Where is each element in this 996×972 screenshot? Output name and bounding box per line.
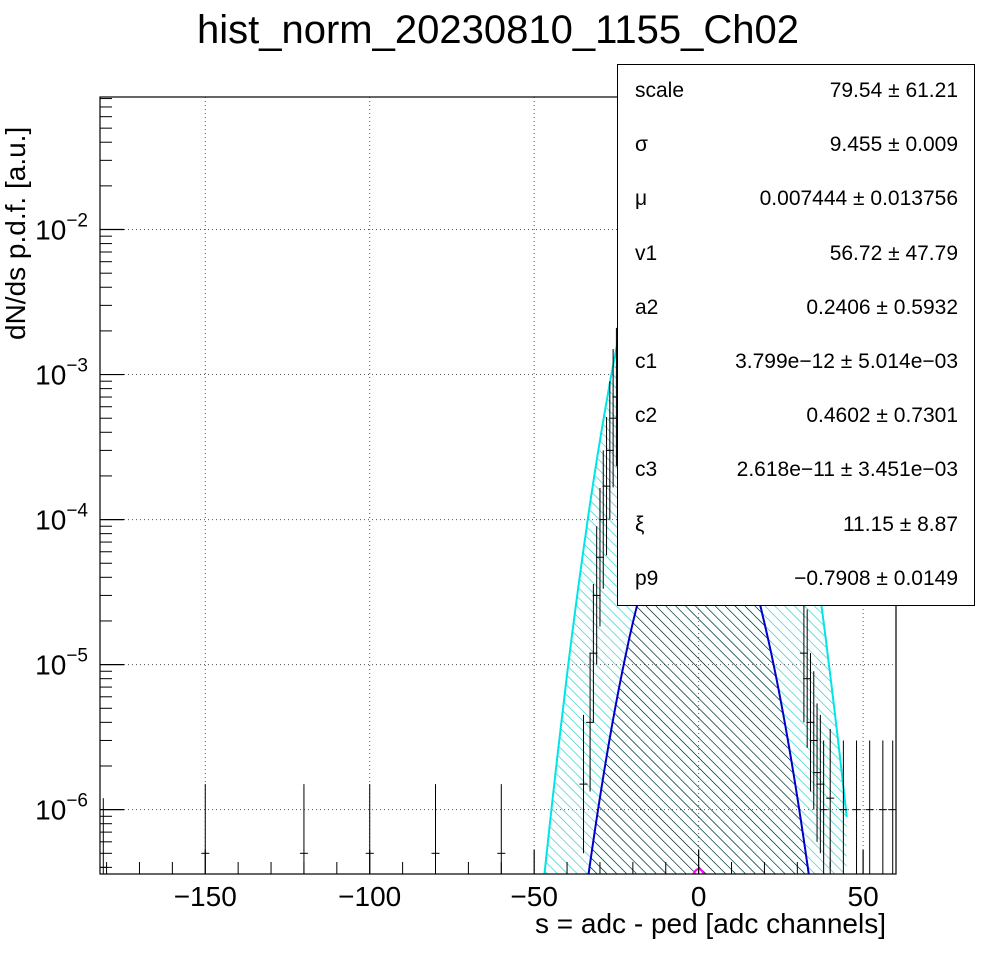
stat-value: 0.007444 ± 0.013756 xyxy=(759,187,958,211)
stat-row: c2 0.4602 ± 0.7301 xyxy=(618,404,974,434)
stat-value: 11.15 ± 8.87 xyxy=(842,512,958,536)
data-point xyxy=(839,740,848,874)
data-point xyxy=(605,381,614,520)
data-point xyxy=(819,740,828,874)
data-point xyxy=(816,714,825,854)
stat-name: ξ xyxy=(635,512,645,536)
stat-value: 0.4602 ± 0.7301 xyxy=(806,404,958,428)
stat-name: scale xyxy=(635,79,685,102)
chart-title: hist_norm_20230810_1155_Ch02 xyxy=(197,8,799,52)
stat-row: p9 −0.7908 ± 0.0149 xyxy=(618,567,974,597)
x-tick-label: −150 xyxy=(174,881,237,912)
data-point xyxy=(592,526,601,665)
data-point xyxy=(809,671,818,810)
stat-name: v1 xyxy=(635,241,658,265)
stat-row: c1 3.799e−12 ± 5.014e−03 xyxy=(618,350,974,380)
data-points xyxy=(100,327,896,874)
stat-row: c3 2.618e−11 ± 3.451e−03 xyxy=(618,458,974,488)
y-tick-label: 10−4 xyxy=(35,501,88,536)
data-point xyxy=(803,609,812,748)
y-tick-label: 10−6 xyxy=(35,791,88,826)
data-point xyxy=(865,740,874,874)
data-point xyxy=(826,728,835,868)
stat-name: σ xyxy=(635,133,648,157)
data-point xyxy=(497,784,506,874)
stat-row: μ 0.007444 ± 0.013756 xyxy=(618,187,974,217)
fit-statistics-box: scale 79.54 ± 61.21 σ 9.455 ± 0.009 μ 0.00744… xyxy=(617,64,975,606)
stat-value: 56.72 ± 47.79 xyxy=(829,241,958,265)
data-point xyxy=(589,583,598,723)
y-tick-label: 10−3 xyxy=(35,356,88,391)
stat-row: a2 0.2406 ± 0.5932 xyxy=(618,296,974,326)
stat-value: −0.7908 ± 0.0149 xyxy=(794,566,958,590)
data-point xyxy=(299,784,308,874)
x-tick-label: −50 xyxy=(510,881,558,912)
stat-name: p9 xyxy=(635,566,659,590)
stat-value: 3.799e−12 ± 5.014e−03 xyxy=(735,350,958,373)
data-point xyxy=(595,488,604,627)
stat-value: 9.455 ± 0.009 xyxy=(829,133,958,157)
y-tick-label: 10−2 xyxy=(35,211,88,246)
y-tick-label: 10−5 xyxy=(35,646,88,681)
data-point xyxy=(813,703,822,842)
data-point xyxy=(799,583,808,723)
data-point xyxy=(431,784,440,874)
x-tick-label: 50 xyxy=(848,881,879,912)
stat-name: c1 xyxy=(635,350,658,373)
stat-value: 2.618e−11 ± 3.451e−03 xyxy=(736,458,958,482)
data-point xyxy=(852,740,861,874)
stat-name: μ xyxy=(635,187,648,211)
stat-row: σ 9.455 ± 0.009 xyxy=(618,133,974,163)
x-tick-label: −100 xyxy=(338,881,401,912)
data-point xyxy=(806,653,815,792)
stat-value: 79.54 ± 61.21 xyxy=(829,79,958,102)
y-axis-label: dN/ds p.d.f. [a.u.] xyxy=(0,126,31,340)
stat-name: c2 xyxy=(635,404,658,428)
data-point xyxy=(888,740,896,874)
stat-row: scale 79.54 ± 61.21 xyxy=(618,79,974,109)
stat-name: a2 xyxy=(635,295,659,319)
stat-row: v1 56.72 ± 47.79 xyxy=(618,242,974,272)
x-axis-label: s = adc - ped [adc channels] xyxy=(535,908,886,939)
tick-labels: −150 −100 −50 0 50 10−6 10−5 10−4 10−3 10−2 xyxy=(35,211,879,912)
data-point xyxy=(602,416,611,556)
stat-name: c3 xyxy=(635,458,658,482)
data-point xyxy=(579,714,588,854)
stat-row: ξ 11.15 ± 8.87 xyxy=(618,513,974,543)
data-point xyxy=(586,653,595,792)
axis-ticks xyxy=(100,98,897,874)
data-point xyxy=(878,740,887,874)
stat-value: 0.2406 ± 0.5932 xyxy=(806,295,958,319)
data-point xyxy=(609,349,618,488)
data-point xyxy=(599,450,608,589)
x-tick-label: 0 xyxy=(691,881,707,912)
